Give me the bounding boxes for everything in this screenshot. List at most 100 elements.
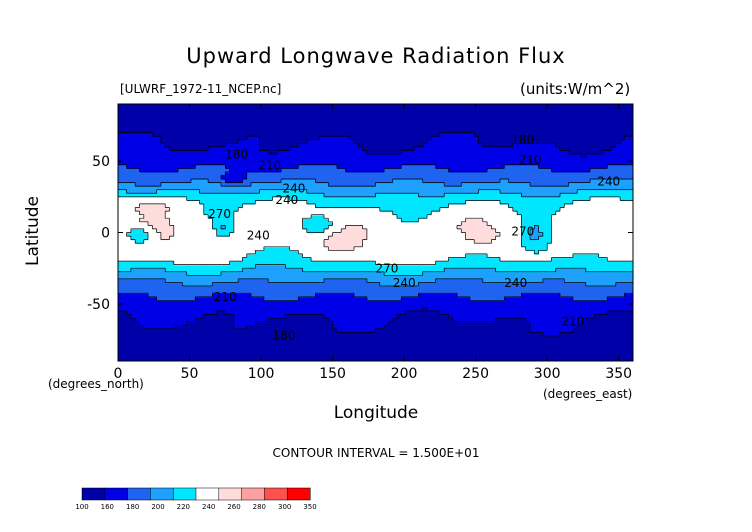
heatmap-cell: [585, 307, 591, 312]
heatmap-cell: [512, 228, 518, 234]
heatmap-cell: [615, 314, 621, 319]
heatmap-cell: [560, 239, 565, 244]
heatmap-cell: [272, 236, 278, 241]
heatmap-cell: [251, 318, 256, 323]
heatmap-cell: [371, 328, 377, 334]
heatmap-cell: [611, 275, 617, 280]
heatmap-cell: [366, 357, 372, 361]
heatmap-cell: [238, 328, 244, 334]
heatmap-cell: [216, 296, 222, 301]
heatmap-cell: [594, 232, 600, 237]
heatmap-cell: [525, 296, 531, 301]
heatmap-cell: [525, 336, 531, 341]
heatmap-cell: [607, 271, 613, 276]
heatmap-cell: [233, 353, 239, 359]
heatmap-cell: [607, 236, 613, 241]
heatmap-cell: [384, 239, 389, 244]
heatmap-cell: [517, 353, 523, 359]
heatmap-cell: [358, 221, 364, 226]
heatmap-cell: [602, 336, 608, 341]
heatmap-cell: [371, 307, 377, 312]
heatmap-cell: [135, 357, 141, 361]
heatmap-cell: [384, 357, 389, 361]
heatmap-cell: [615, 268, 621, 273]
heatmap-cell: [525, 278, 531, 284]
heatmap-cell: [126, 353, 132, 359]
heatmap-cell: [208, 296, 214, 301]
heatmap-cell: [349, 275, 355, 280]
heatmap-cell: [281, 250, 286, 255]
heatmap-cell: [143, 336, 149, 341]
heatmap-cell: [199, 300, 205, 305]
heatmap-cell: [401, 261, 407, 266]
heatmap-cell: [366, 239, 372, 244]
heatmap-cell: [212, 275, 218, 280]
heatmap-cell: [148, 264, 153, 269]
heatmap-cell: [298, 286, 304, 291]
heatmap-cell: [289, 357, 295, 361]
heatmap-cell: [577, 239, 583, 244]
heatmap-cell: [328, 228, 334, 234]
heatmap-cell: [478, 214, 484, 219]
heatmap-cell: [139, 289, 145, 294]
heatmap-cell: [152, 271, 158, 276]
heatmap-cell: [289, 232, 295, 237]
heatmap-cell: [263, 253, 269, 259]
heatmap-cell: [598, 261, 604, 266]
heatmap-cell: [272, 232, 278, 237]
heatmap-cell: [396, 296, 402, 301]
heatmap-cell: [160, 239, 166, 244]
heatmap-cell: [551, 250, 557, 255]
heatmap-cell: [203, 232, 209, 237]
heatmap-cell: [328, 346, 334, 351]
heatmap-cell: [564, 328, 570, 334]
heatmap-cell: [182, 336, 188, 341]
heatmap-cell: [293, 228, 299, 234]
heatmap-cell: [560, 321, 565, 326]
heatmap-cell: [375, 350, 381, 355]
heatmap-cell: [272, 303, 278, 309]
heatmap-cell: [366, 250, 372, 255]
heatmap-cell: [474, 286, 480, 291]
heatmap-cell: [495, 243, 501, 248]
heatmap-cell: [221, 289, 226, 294]
heatmap-cell: [173, 243, 179, 248]
heatmap-cell: [469, 282, 475, 287]
heatmap-cell: [263, 214, 269, 219]
heatmap-cell: [538, 282, 544, 287]
heatmap-cell: [130, 268, 136, 273]
heatmap-cell: [148, 318, 153, 323]
heatmap-cell: [190, 357, 196, 361]
heatmap-cell: [371, 214, 377, 219]
heatmap-cell: [169, 264, 175, 269]
heatmap-cell: [620, 321, 626, 326]
heatmap-cell: [195, 271, 201, 276]
heatmap-cell: [203, 332, 209, 337]
heatmap-cell: [259, 311, 265, 316]
heatmap-cell: [607, 332, 613, 337]
heatmap-cell: [203, 278, 209, 284]
heatmap-cell: [182, 318, 188, 323]
heatmap-cell: [469, 300, 475, 305]
heatmap-cell: [375, 353, 381, 359]
heatmap-cell: [427, 211, 432, 216]
heatmap-cell: [448, 346, 454, 351]
heatmap-cell: [572, 332, 578, 337]
heatmap-cell: [130, 232, 136, 237]
heatmap-cell: [190, 243, 196, 248]
heatmap-cell: [238, 278, 244, 284]
heatmap-cell: [551, 264, 557, 269]
heatmap-cell: [474, 228, 480, 234]
heatmap-cell: [547, 332, 553, 337]
heatmap-cell: [148, 307, 153, 312]
heatmap-cell: [225, 353, 231, 359]
heatmap-cell: [431, 221, 437, 226]
heatmap-cell: [448, 271, 454, 276]
heatmap-cell: [457, 325, 462, 330]
heatmap-cell: [118, 221, 123, 226]
heatmap-cell: [482, 300, 488, 305]
heatmap-cell: [620, 232, 626, 237]
heatmap-cell: [263, 328, 269, 334]
heatmap-cell: [482, 293, 488, 298]
heatmap-cell: [379, 282, 385, 287]
